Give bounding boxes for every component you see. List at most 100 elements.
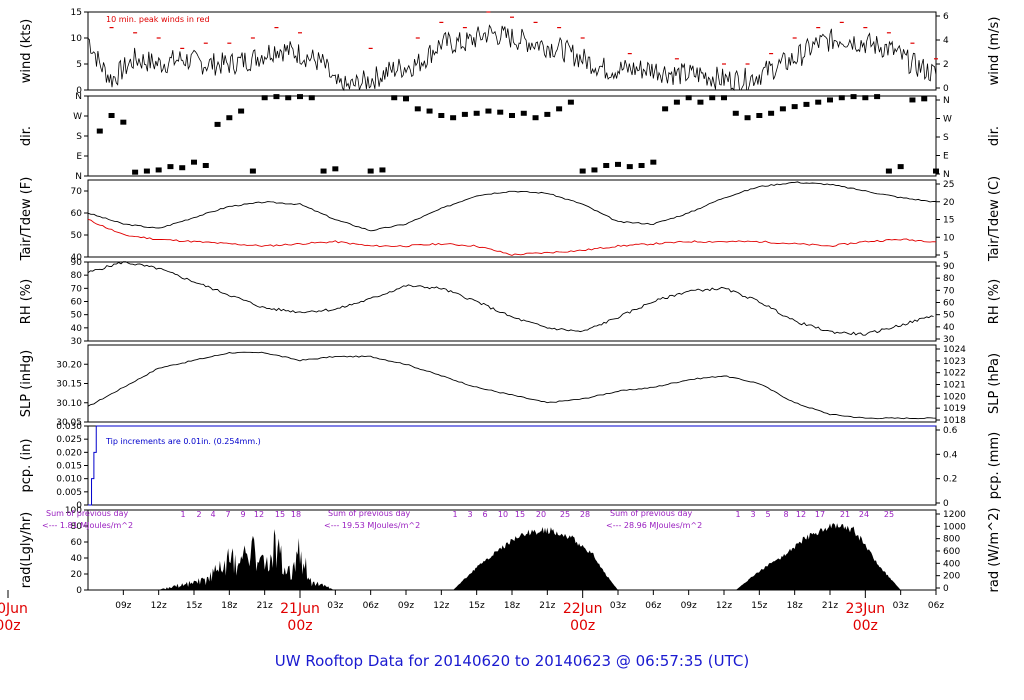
- radiation-ytick-right-label: 0: [943, 584, 949, 594]
- direction-point: [803, 101, 810, 107]
- date-label: 22Jun: [563, 601, 603, 617]
- direction-ytick-label: W: [73, 112, 82, 122]
- radiation-ytick-label: 100: [65, 506, 82, 516]
- wind-ylabel: wind (kts): [19, 19, 34, 83]
- direction-ylabel: dir.: [19, 126, 34, 146]
- direction-ytick-label: S: [76, 132, 82, 142]
- relative-humidity-ytick-right-label: 60: [943, 299, 955, 309]
- sea-level-pressure-ytick-label: 30.15: [56, 380, 82, 390]
- radiation-area-21Jun: [453, 527, 618, 590]
- direction-ytick-right-label: N: [943, 96, 950, 106]
- radiation-counter-label: 1: [180, 510, 185, 519]
- relative-humidity-ytick-label: 70: [71, 284, 83, 294]
- direction-point: [143, 168, 150, 174]
- precipitation-panel: 0 0.005 0.010 0.015 0.020 0.025 0.030 0 0.2 0.4 0.…: [19, 422, 1002, 511]
- direction-point: [214, 121, 221, 127]
- precipitation-ytick-right-label: 0.2: [943, 475, 957, 485]
- direction-ytick-right-label: W: [943, 115, 952, 125]
- direction-point: [485, 108, 492, 114]
- date-time-label: 00z: [287, 618, 312, 634]
- time-tick-label: 03z: [893, 601, 909, 611]
- sea-level-pressure-ytick-right-label: 1023: [943, 357, 966, 367]
- precipitation-ytick-label: 0.010: [56, 475, 82, 485]
- radiation-ytick-label: 0: [76, 586, 82, 596]
- radiation-ytick-label: 40: [71, 554, 83, 564]
- direction-point: [509, 113, 515, 118]
- direction-point: [391, 95, 398, 101]
- radiation-counter-label: 5: [765, 510, 770, 519]
- direction-point: [732, 110, 739, 116]
- sea-level-pressure-ylabel-right: SLP (hPa): [987, 353, 1002, 414]
- direction-point: [532, 115, 539, 121]
- direction-point: [897, 164, 904, 170]
- temperature-frame: [87, 179, 937, 258]
- direction-ytick-label: N: [75, 92, 82, 102]
- direction-point: [709, 95, 716, 101]
- sea-level-pressure-ytick-right-label: 1022: [943, 369, 966, 379]
- relative-humidity-ytick-right-label: 50: [943, 311, 955, 321]
- direction-ytick-label: N: [75, 172, 82, 182]
- temperature-ytick-label: 40: [71, 253, 83, 263]
- radiation-counter-label: 21: [840, 510, 850, 519]
- relative-humidity-ytick-label: 50: [71, 311, 83, 321]
- direction-point: [638, 163, 645, 168]
- date-time-label: 00z: [0, 618, 21, 634]
- direction-point: [556, 106, 563, 112]
- direction-point: [544, 111, 551, 117]
- time-tick-label: 21z: [257, 601, 273, 611]
- direction-point: [850, 94, 857, 100]
- direction-point: [226, 115, 233, 121]
- radiation-sum-label: Sum of previous day: [610, 509, 692, 518]
- direction-point: [685, 95, 692, 101]
- temperature-ylabel: Tair/Tdew (F): [19, 177, 34, 262]
- radiation-counter-label: 3: [467, 510, 472, 519]
- radiation-counter-label: 1: [452, 510, 457, 519]
- direction-point: [414, 106, 421, 112]
- radiation-counter-label: 6: [482, 510, 487, 519]
- time-tick-label: 09z: [681, 601, 697, 611]
- time-tick-label: 03z: [610, 601, 626, 611]
- radiation-ytick-right-label: 1000: [943, 522, 966, 532]
- radiation-counter-label: 9: [240, 510, 245, 519]
- precipitation-ytick-label: 0.025: [56, 435, 82, 445]
- radiation-counter-label: 10: [498, 510, 508, 519]
- direction-point: [167, 164, 174, 170]
- direction-point: [320, 168, 327, 174]
- direction-point: [933, 168, 939, 174]
- relative-humidity-ytick-right-label: 70: [943, 286, 955, 296]
- direction-point: [779, 106, 786, 112]
- time-tick-label: 12z: [151, 601, 167, 611]
- pcp-note: Tip increments are 0.01in. (0.254mm.): [105, 437, 261, 446]
- time-tick-label: 18z: [504, 601, 520, 611]
- direction-point: [297, 94, 303, 100]
- radiation-counter-label: 2: [196, 510, 201, 519]
- direction-point: [96, 128, 103, 134]
- radiation-counter-label: 17: [815, 510, 825, 519]
- radiation-ytick-label: 20: [71, 570, 83, 580]
- direction-point: [626, 164, 633, 170]
- direction-point: [179, 165, 186, 171]
- precipitation-ytick-label: 0.005: [56, 488, 82, 498]
- direction-point: [403, 96, 409, 102]
- wind-ylabel-right: wind (m/s): [987, 17, 1002, 86]
- precipitation-ytick-label: 0: [76, 501, 82, 511]
- direction-point: [379, 167, 386, 173]
- sea-level-pressure-ylabel: SLP (inHg): [19, 350, 34, 418]
- sea-level-pressure-ytick-label: 30.20: [56, 360, 82, 370]
- direction-point: [874, 94, 881, 100]
- radiation-counter-label: 8: [783, 510, 788, 519]
- time-tick-label: 21z: [539, 601, 555, 611]
- time-tick-label: 03z: [327, 601, 343, 611]
- radiation-counter-label: 25: [884, 510, 894, 519]
- direction-point: [273, 94, 280, 100]
- sea-level-pressure-ytick-right-label: 1020: [943, 392, 966, 402]
- direction-ytick-right-label: S: [943, 133, 949, 143]
- date-time-label: 00z: [570, 618, 595, 634]
- direction-point: [155, 167, 162, 173]
- radiation-counter-label: 15: [515, 510, 525, 519]
- radiation-sum-value: <--- 19.53 MJoules/m^2: [324, 521, 420, 530]
- direction-ytick-right-label: N: [943, 170, 950, 180]
- direction-ylabel-right: dir.: [987, 126, 1002, 146]
